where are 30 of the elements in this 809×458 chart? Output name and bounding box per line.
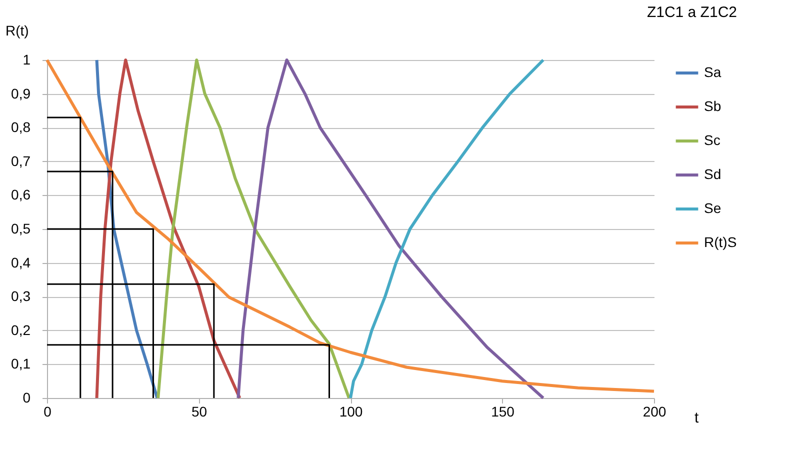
y-tick-label: 0,9 bbox=[11, 85, 31, 102]
y-tick-label: 0 bbox=[22, 390, 31, 406]
legend-label: Se bbox=[704, 200, 722, 216]
line-series bbox=[95, 58, 242, 400]
legend-label: Sa bbox=[704, 64, 722, 80]
x-axis-title: t bbox=[694, 410, 700, 426]
y-tick-label: 0,4 bbox=[11, 254, 31, 270]
y-tick-label: 0,1 bbox=[11, 356, 31, 372]
x-tick-label: 100 bbox=[339, 404, 363, 420]
y-tick-label: 1 bbox=[22, 52, 31, 68]
line-series bbox=[156, 58, 350, 400]
y-tick-label: 0,7 bbox=[11, 152, 31, 169]
y-tick-label: 0,3 bbox=[11, 288, 31, 304]
text: Z1C1 a Z1C2 bbox=[646, 4, 737, 21]
legend-label: Sd bbox=[704, 166, 722, 182]
line-series bbox=[46, 58, 656, 393]
legend-label: R(t)S bbox=[704, 234, 737, 250]
legend-label: Sc bbox=[704, 132, 720, 148]
x-tick-label: 150 bbox=[491, 404, 515, 420]
line-series bbox=[349, 58, 545, 400]
y-tick-label: 0,6 bbox=[11, 186, 31, 203]
y-tick-label: 0,8 bbox=[11, 119, 31, 136]
line-series bbox=[236, 58, 545, 400]
x-tick-label: 50 bbox=[191, 404, 208, 420]
y-tick-label: 0,5 bbox=[11, 220, 31, 236]
legend-label: Sb bbox=[704, 98, 722, 114]
y-axis-title: R(t) bbox=[6, 22, 29, 38]
y-tick-label: 0,2 bbox=[11, 322, 31, 338]
x-tick-label: 0 bbox=[44, 404, 52, 420]
x-tick-label: 200 bbox=[642, 404, 666, 420]
